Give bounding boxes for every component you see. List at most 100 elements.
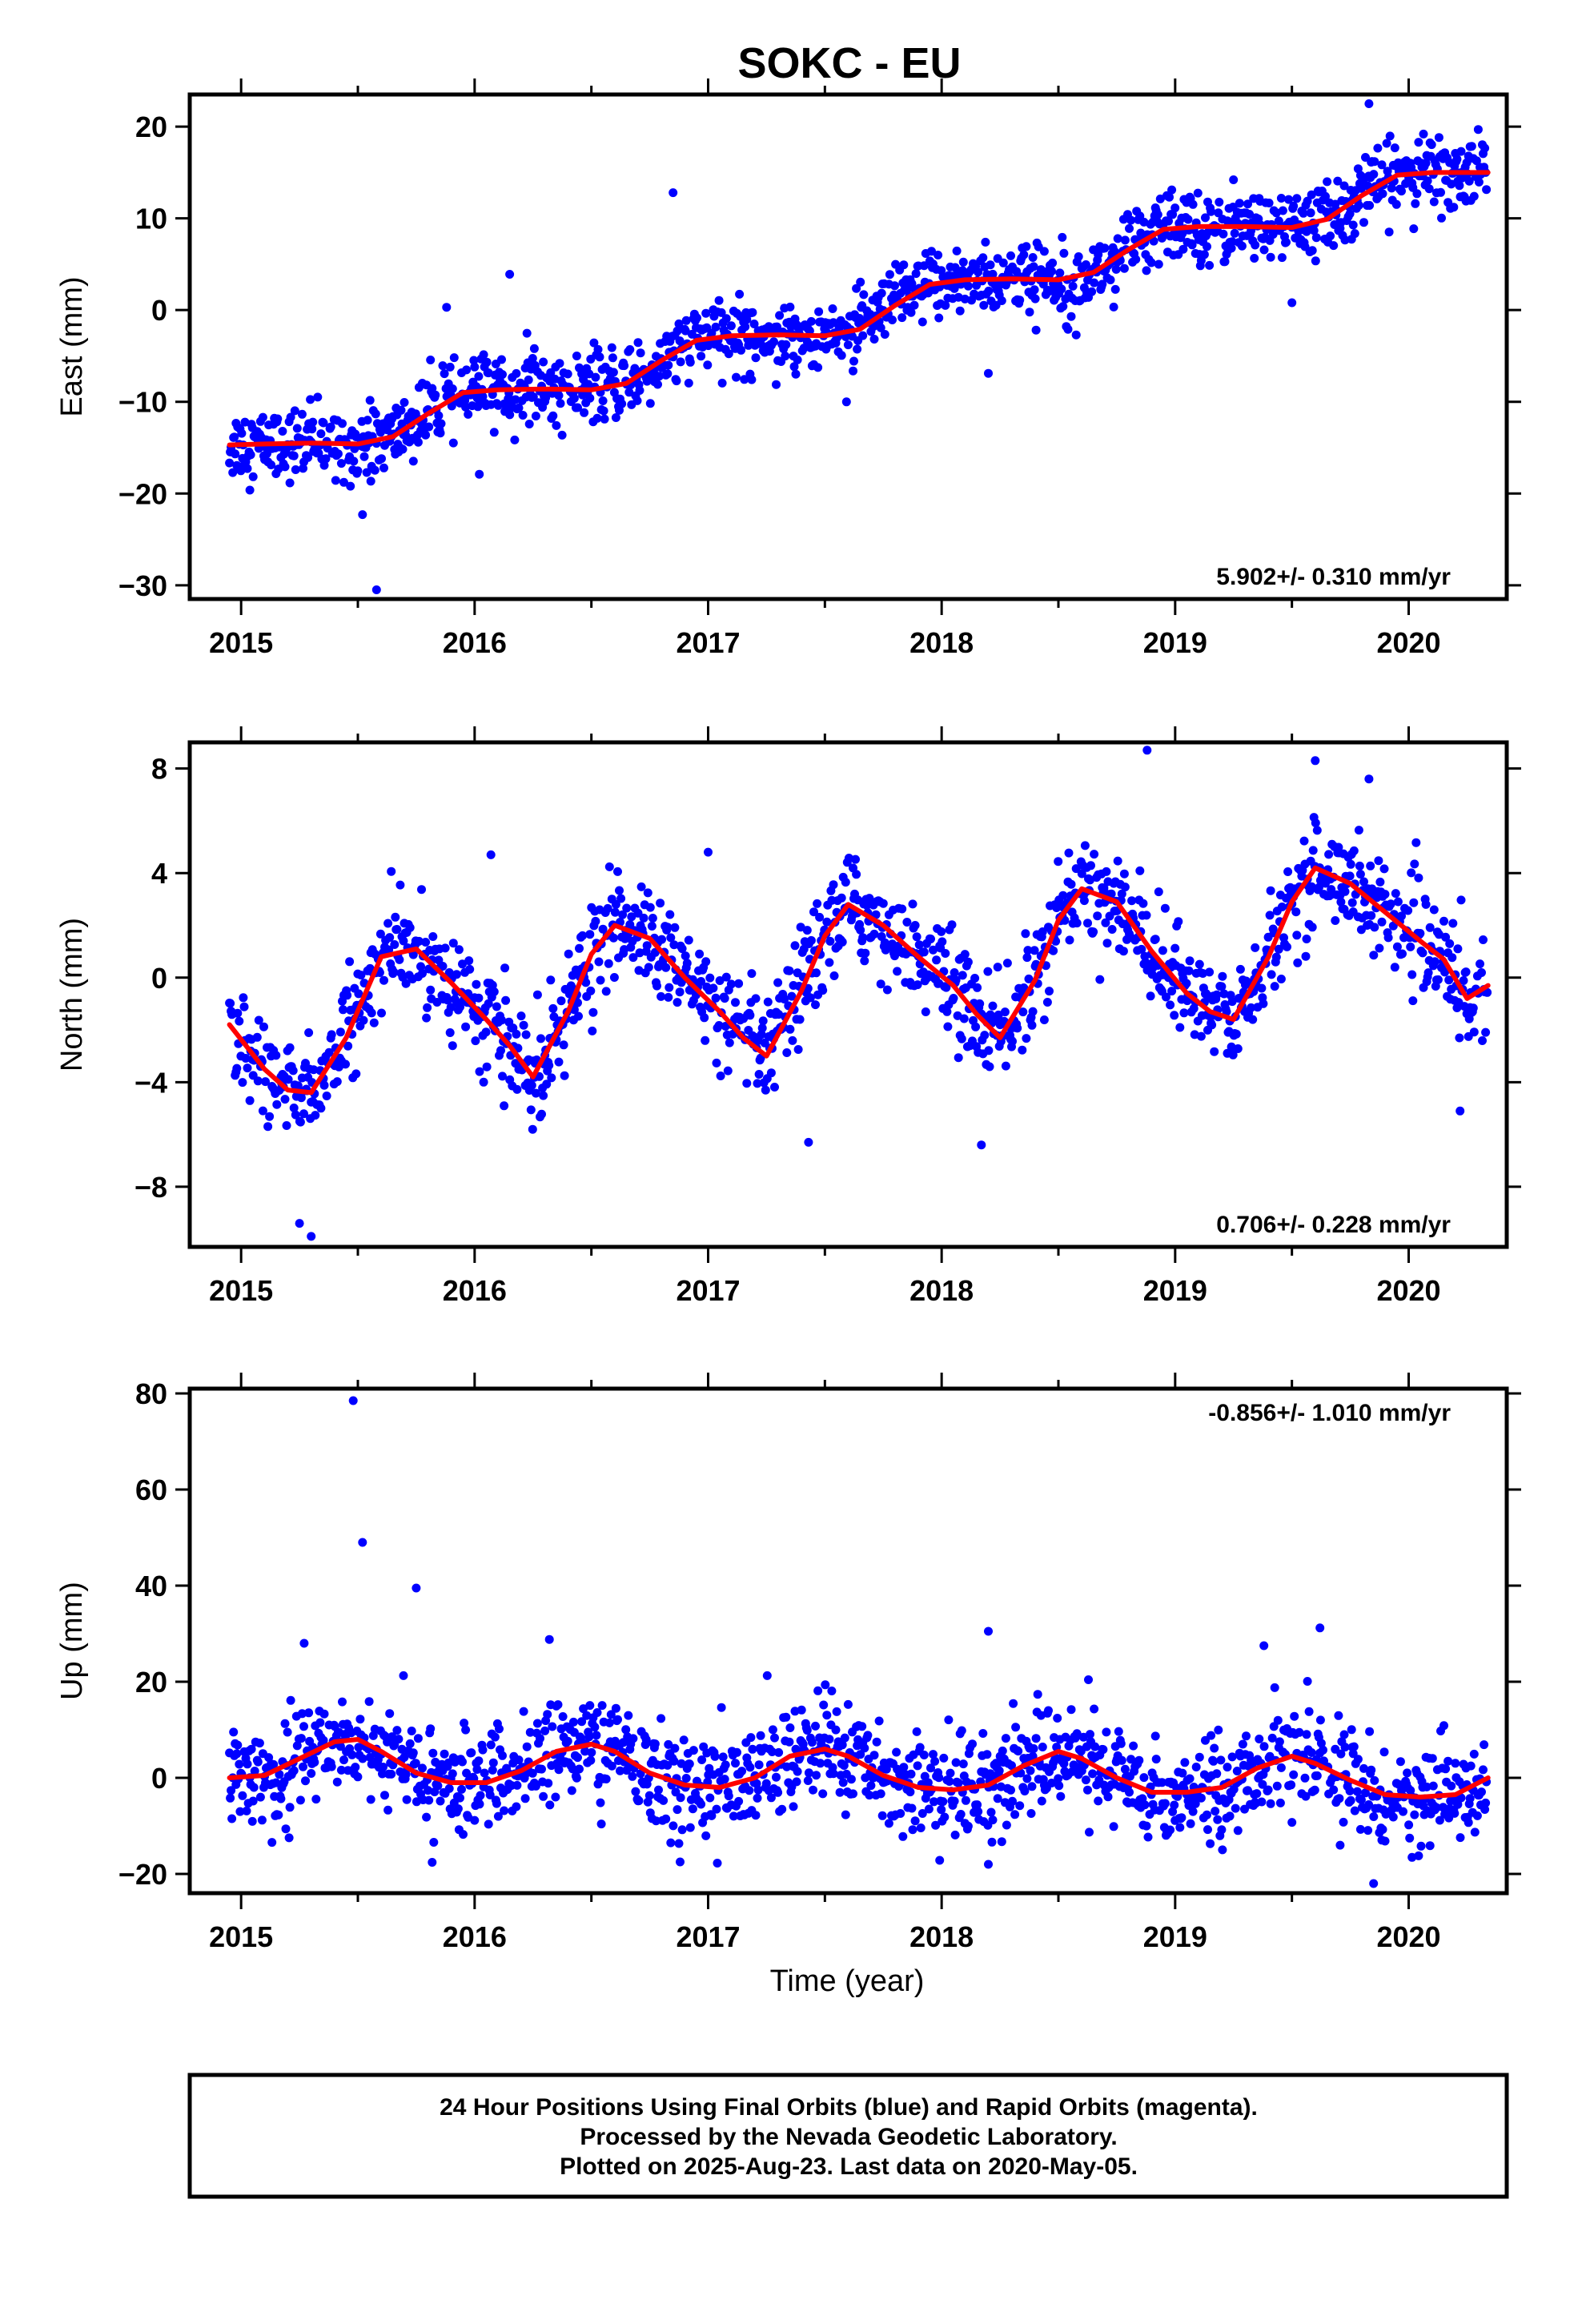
data-point xyxy=(1210,1047,1219,1056)
data-point xyxy=(1203,1810,1211,1819)
data-point xyxy=(656,899,665,908)
data-point xyxy=(482,1062,492,1072)
data-point xyxy=(1350,1806,1359,1815)
data-point xyxy=(235,1759,244,1769)
data-point xyxy=(460,1719,469,1728)
data-point xyxy=(742,315,752,324)
data-point xyxy=(993,1794,1002,1803)
data-point xyxy=(1353,164,1363,174)
data-point xyxy=(1059,248,1069,258)
data-point xyxy=(874,1716,884,1726)
data-point xyxy=(380,1791,389,1800)
data-point xyxy=(575,1764,584,1774)
velocity-rate-label: -0.856+/- 1.010 mm/yr xyxy=(1208,1400,1451,1426)
data-point xyxy=(1008,1036,1017,1046)
data-point xyxy=(907,1803,917,1813)
data-point xyxy=(445,362,455,372)
data-point xyxy=(756,1731,765,1740)
data-point xyxy=(717,1703,726,1712)
data-point xyxy=(498,370,507,380)
data-point xyxy=(429,1838,439,1847)
data-point xyxy=(998,1746,1007,1755)
data-point xyxy=(1056,1791,1066,1801)
data-point xyxy=(580,408,589,417)
data-point xyxy=(1174,917,1183,927)
data-point xyxy=(685,1823,695,1832)
data-point xyxy=(1178,244,1188,254)
data-point xyxy=(1390,143,1399,153)
data-point xyxy=(617,399,627,408)
data-point xyxy=(611,1703,620,1713)
data-point xyxy=(497,1015,506,1025)
data-point xyxy=(1027,1782,1037,1791)
data-point xyxy=(542,1080,552,1089)
data-point xyxy=(1307,190,1316,199)
data-point xyxy=(899,1763,909,1772)
data-point xyxy=(675,336,685,346)
data-point xyxy=(1395,1757,1405,1767)
data-point xyxy=(1138,899,1148,908)
data-point xyxy=(906,308,916,317)
data-point xyxy=(1184,966,1194,975)
data-point xyxy=(1315,1715,1325,1725)
data-point xyxy=(488,1765,497,1775)
data-point xyxy=(1084,1675,1093,1684)
data-point xyxy=(1077,869,1086,879)
data-point xyxy=(1238,1739,1247,1749)
data-point xyxy=(774,1747,784,1757)
data-point xyxy=(1377,917,1387,927)
data-point xyxy=(1356,1795,1366,1804)
data-point xyxy=(724,349,733,359)
data-point xyxy=(364,1697,374,1707)
data-point xyxy=(1405,1833,1415,1843)
data-point xyxy=(585,1701,595,1711)
data-point xyxy=(554,1765,564,1775)
data-point xyxy=(912,1727,921,1736)
data-point xyxy=(919,947,929,957)
data-point xyxy=(1185,1774,1195,1783)
data-point xyxy=(1355,861,1364,870)
data-point xyxy=(731,1759,740,1768)
outlier-point xyxy=(307,1232,316,1241)
data-point xyxy=(681,951,690,961)
data-point xyxy=(1146,991,1155,1001)
data-point xyxy=(849,356,858,366)
data-point xyxy=(898,1831,908,1841)
data-point xyxy=(392,925,402,934)
data-point xyxy=(1170,1011,1179,1020)
data-point xyxy=(1037,1796,1046,1806)
data-point xyxy=(1065,935,1074,945)
data-point xyxy=(263,1122,273,1132)
data-point xyxy=(540,1726,550,1735)
data-point xyxy=(479,1077,488,1087)
data-point xyxy=(766,1068,776,1078)
data-point xyxy=(335,1742,345,1751)
data-point xyxy=(558,1712,568,1721)
data-point xyxy=(782,1048,792,1057)
data-point xyxy=(528,392,538,402)
data-point xyxy=(245,1096,255,1105)
data-point xyxy=(511,395,520,404)
data-point xyxy=(951,1758,961,1767)
data-point xyxy=(492,1002,501,1011)
x-tick-label: 2019 xyxy=(1143,1920,1207,1953)
outlier-point xyxy=(676,1857,685,1867)
y-ticks: −20 0 20 40 60 80 xyxy=(118,1377,1521,1891)
data-point xyxy=(524,420,534,428)
data-point xyxy=(758,1016,768,1026)
data-point xyxy=(888,316,897,324)
data-point xyxy=(1424,184,1434,194)
data-point xyxy=(514,403,524,412)
data-point xyxy=(592,1731,601,1740)
data-point xyxy=(1058,232,1067,242)
data-point xyxy=(666,1838,676,1848)
data-point xyxy=(1430,957,1439,967)
data-point xyxy=(1058,302,1068,312)
data-point xyxy=(426,985,436,995)
data-point xyxy=(1345,1786,1355,1795)
data-point xyxy=(724,1791,733,1801)
data-point xyxy=(600,414,609,424)
data-point xyxy=(285,1803,295,1812)
data-point xyxy=(255,1739,264,1748)
data-point xyxy=(472,1765,482,1774)
